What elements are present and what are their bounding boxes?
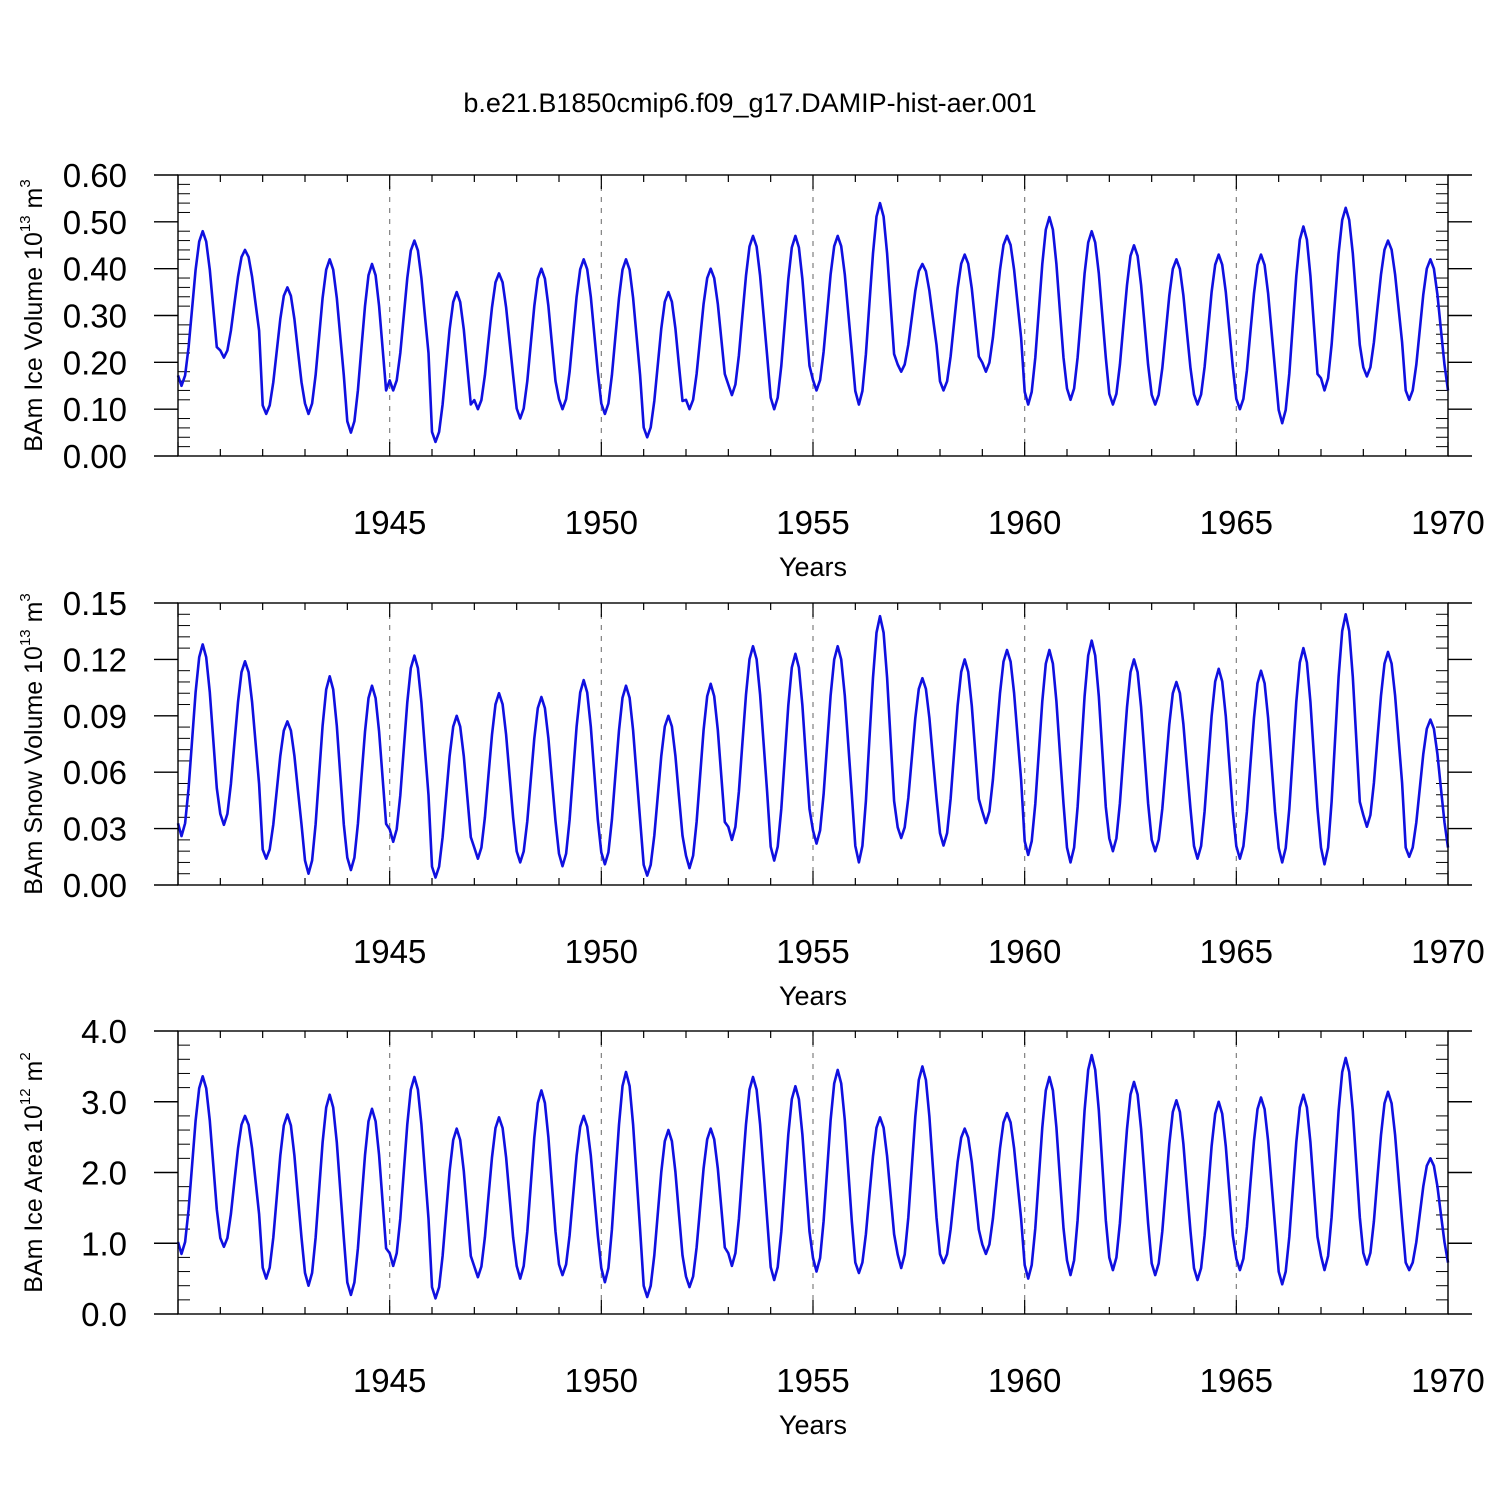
plot-frame	[177, 602, 1449, 886]
x-axis-label: Years	[779, 552, 847, 582]
y-axis-label-unit: m	[20, 602, 48, 630]
y-tick-label: 0.15	[63, 585, 127, 622]
x-tick-label: 1965	[1200, 1362, 1273, 1399]
y-tick-label: 4.0	[81, 1013, 127, 1050]
y-axis-label-unit-power: 3	[17, 593, 34, 601]
x-tick-label: 1960	[988, 933, 1061, 970]
x-tick-label: 1970	[1411, 1362, 1484, 1399]
plot-frame	[177, 174, 1449, 457]
axis-ticks	[154, 602, 1472, 886]
y-tick-label: 0.00	[63, 438, 127, 475]
x-tick-label: 1960	[988, 1362, 1061, 1399]
y-tick-label: 0.50	[63, 204, 127, 241]
y-tick-label: 0.03	[63, 811, 127, 848]
y-tick-label: 0.60	[63, 157, 127, 194]
y-tick-label: 2.0	[81, 1155, 127, 1192]
x-tick-label: 1960	[988, 504, 1061, 541]
x-tick-label: 1970	[1411, 933, 1484, 970]
y-axis-label-unit: m	[20, 188, 48, 216]
x-tick-label: 1965	[1200, 933, 1273, 970]
series-layer	[176, 201, 1450, 444]
y-tick-label: 1.0	[81, 1225, 127, 1262]
grid-lines	[389, 175, 1237, 456]
x-tick-label: 1950	[565, 933, 638, 970]
y-tick-labels: 0.00 0.10 0.20 0.30 0.40 0.50 0.60	[63, 157, 127, 475]
y-axis-label-main: BAm Ice Area 10	[20, 1105, 48, 1293]
y-axis-label-unit-power: 2	[17, 1052, 34, 1060]
x-tick-label: 1945	[353, 1362, 426, 1399]
y-tick-label: 0.20	[63, 344, 127, 381]
y-tick-label: 0.09	[63, 698, 127, 735]
series-line	[176, 613, 1450, 879]
x-tick-label: 1945	[353, 933, 426, 970]
series-layer	[176, 613, 1450, 879]
x-tick-labels: 1945 1950 1955 1960 1965 1970	[353, 933, 1485, 970]
y-tick-label: 0.30	[63, 298, 127, 335]
y-axis-label-exponent: 12	[17, 1088, 34, 1105]
y-tick-label: 0.12	[63, 641, 127, 678]
x-tick-labels: 1945 1950 1955 1960 1965 1970	[353, 1362, 1485, 1399]
y-axis-label-unit-power: 3	[17, 179, 34, 187]
figure-title: b.e21.B1850cmip6.f09_g17.DAMIP-hist-aer.…	[463, 88, 1036, 118]
series-line	[176, 1053, 1450, 1300]
y-axis-label-exponent: 13	[17, 629, 34, 646]
panel-ice-volume: 0.00 0.10 0.20 0.30 0.40 0.50 0.60 1945 1950 195…	[17, 157, 1485, 582]
y-tick-label: 0.40	[63, 251, 127, 288]
y-axis-label: BAm Ice Area 1012 m2	[17, 1052, 48, 1292]
axis-ticks	[154, 174, 1472, 457]
plot-frame	[177, 1030, 1449, 1315]
y-tick-label: 0.10	[63, 391, 127, 428]
y-axis-label-exponent: 13	[17, 215, 34, 232]
y-axis-label: BAm Ice Volume 1013 m3	[17, 179, 48, 451]
y-tick-label: 0.00	[63, 867, 127, 904]
series-layer	[176, 1053, 1450, 1300]
panel-ice-area: 0.0 1.0 2.0 3.0 4.0 1945 1950 1955 1960 1965 1970…	[17, 1013, 1485, 1440]
x-tick-label: 1950	[565, 504, 638, 541]
y-tick-label: 0.0	[81, 1296, 127, 1333]
y-tick-labels: 0.00 0.03 0.06 0.09 0.12 0.15	[63, 585, 127, 904]
y-tick-labels: 0.0 1.0 2.0 3.0 4.0	[81, 1013, 127, 1333]
x-tick-label: 1970	[1411, 504, 1484, 541]
x-tick-label: 1955	[776, 504, 849, 541]
y-tick-label: 0.06	[63, 754, 127, 791]
y-axis-label: BAm Snow Volume 1013 m3	[17, 593, 48, 895]
x-tick-labels: 1945 1950 1955 1960 1965 1970	[353, 504, 1485, 541]
grid-lines	[389, 1031, 1237, 1314]
y-tick-label: 3.0	[81, 1084, 127, 1121]
x-tick-label: 1950	[565, 1362, 638, 1399]
y-axis-label-main: BAm Ice Volume 10	[20, 232, 48, 452]
x-axis-label: Years	[779, 1410, 847, 1440]
axis-ticks	[154, 1030, 1472, 1315]
x-tick-label: 1955	[776, 933, 849, 970]
x-axis-label: Years	[779, 981, 847, 1011]
y-axis-label-main: BAm Snow Volume 10	[20, 646, 48, 895]
x-tick-label: 1945	[353, 504, 426, 541]
panel-snow-volume: 0.00 0.03 0.06 0.09 0.12 0.15 1945 1950 1955 196…	[17, 585, 1485, 1011]
x-tick-label: 1955	[776, 1362, 849, 1399]
series-line	[176, 201, 1450, 444]
x-tick-label: 1965	[1200, 504, 1273, 541]
y-axis-label-unit: m	[20, 1061, 48, 1089]
